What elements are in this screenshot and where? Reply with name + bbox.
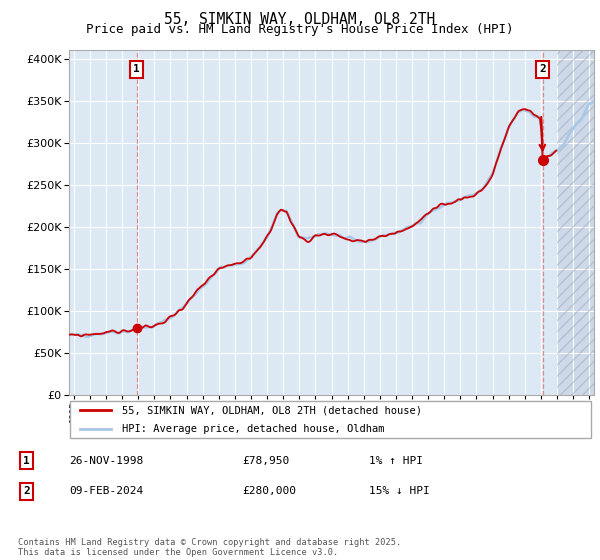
Text: 2: 2 [539, 64, 546, 74]
Text: 1: 1 [23, 456, 30, 465]
Text: 2: 2 [23, 487, 30, 496]
Text: £280,000: £280,000 [242, 487, 296, 496]
Text: 09-FEB-2024: 09-FEB-2024 [70, 487, 144, 496]
Text: 15% ↓ HPI: 15% ↓ HPI [369, 487, 430, 496]
Bar [557, 50, 594, 395]
Text: 1: 1 [133, 64, 140, 74]
Text: £78,950: £78,950 [242, 456, 290, 465]
Bar [557, 50, 594, 395]
Text: 55, SIMKIN WAY, OLDHAM, OL8 2TH: 55, SIMKIN WAY, OLDHAM, OL8 2TH [164, 12, 436, 26]
Text: 1% ↑ HPI: 1% ↑ HPI [369, 456, 423, 465]
Text: 26-NOV-1998: 26-NOV-1998 [70, 456, 144, 465]
Text: HPI: Average price, detached house, Oldham: HPI: Average price, detached house, Oldh… [121, 424, 384, 433]
Text: 55, SIMKIN WAY, OLDHAM, OL8 2TH (detached house): 55, SIMKIN WAY, OLDHAM, OL8 2TH (detache… [121, 405, 421, 415]
FancyBboxPatch shape [70, 401, 592, 438]
Text: Contains HM Land Registry data © Crown copyright and database right 2025.
This d: Contains HM Land Registry data © Crown c… [18, 538, 401, 557]
Text: Price paid vs. HM Land Registry's House Price Index (HPI): Price paid vs. HM Land Registry's House … [86, 23, 514, 36]
